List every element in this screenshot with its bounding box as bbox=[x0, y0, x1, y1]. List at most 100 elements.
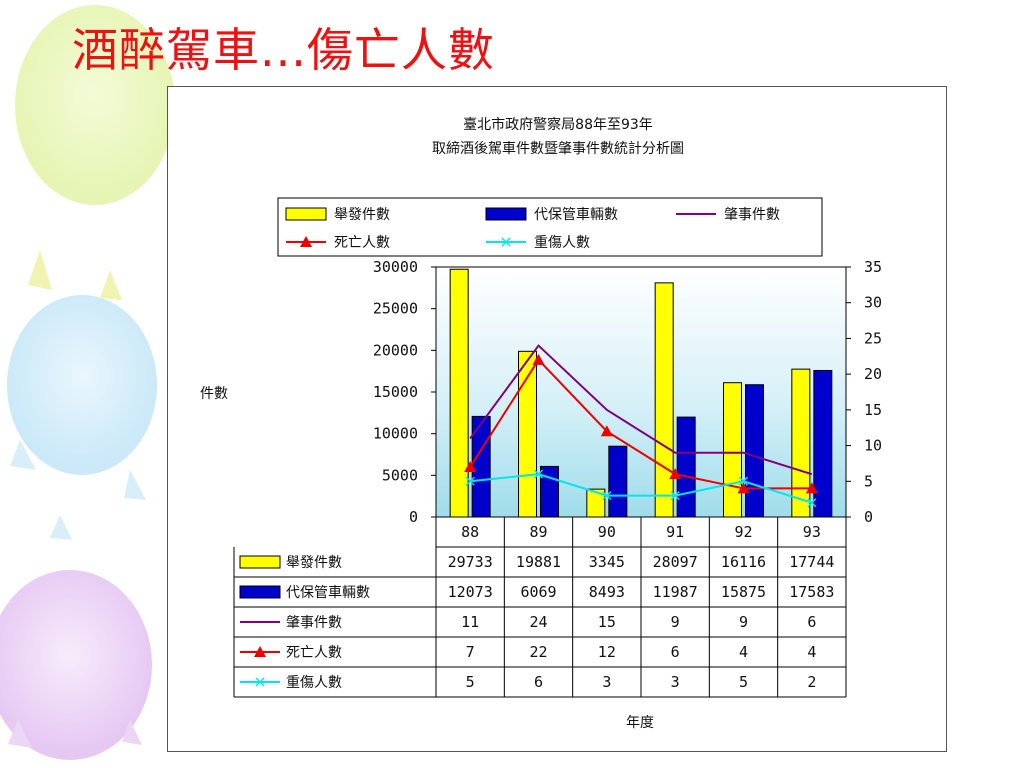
bar-0-3 bbox=[654, 282, 674, 518]
series-line-4 bbox=[470, 473, 813, 504]
legend-key-4-marker bbox=[501, 237, 511, 247]
table-cell-3-5: 4 bbox=[807, 643, 816, 661]
table-legend-key-0 bbox=[239, 555, 281, 569]
chart-title: 臺北市政府警察局88年至93年 bbox=[463, 116, 653, 133]
y-axis-label: 件數 bbox=[200, 386, 228, 402]
table-cell-0-3: 28097 bbox=[653, 553, 698, 571]
table-legend-key-4-marker-stroke-b bbox=[255, 677, 265, 687]
table-cell-4-0: 5 bbox=[466, 673, 475, 691]
point-4-4-stroke-b bbox=[739, 476, 748, 486]
series-line-2 bbox=[469, 344, 813, 476]
point-4-3 bbox=[670, 491, 680, 501]
plot-frame bbox=[435, 266, 847, 518]
table-legend-key-3-marker bbox=[254, 646, 266, 657]
table-cell-1-1: 6069 bbox=[520, 583, 556, 601]
table-cell-3-3: 6 bbox=[671, 643, 680, 661]
y2-tick-label-3: 15 bbox=[864, 401, 882, 419]
bar-0-5 bbox=[791, 368, 811, 518]
table-cell-1-3: 11987 bbox=[653, 583, 698, 601]
point-3-1 bbox=[532, 353, 545, 365]
point-4-0 bbox=[465, 476, 475, 486]
table-cell-0-0: 29733 bbox=[448, 553, 493, 571]
table-cell-2-0: 11 bbox=[461, 613, 479, 631]
bar-1-2 bbox=[608, 445, 628, 518]
point-4-5-stroke-b bbox=[807, 498, 817, 508]
point-4-2-stroke-b bbox=[602, 491, 612, 501]
table-cell-4-5: 2 bbox=[807, 673, 816, 691]
bar-0-0 bbox=[449, 268, 469, 518]
table-row-label-3: 死亡人數 bbox=[286, 645, 342, 661]
y-tick-label-2: 10000 bbox=[373, 425, 418, 443]
y-tick-label-5: 25000 bbox=[373, 300, 418, 318]
table-cell-2-5: 6 bbox=[807, 613, 816, 631]
table-cell-2-3: 9 bbox=[671, 613, 680, 631]
table-cell-3-2: 12 bbox=[598, 643, 616, 661]
point-3-4 bbox=[737, 482, 750, 494]
y-tick-label-6: 30000 bbox=[373, 258, 418, 276]
legend-key-1 bbox=[485, 207, 527, 221]
legend-label-1: 代保管車輛數 bbox=[534, 206, 618, 223]
table-cell-1-0: 12073 bbox=[448, 583, 493, 601]
bar-1-3 bbox=[676, 416, 696, 518]
legend-key-3-marker bbox=[300, 236, 312, 247]
bar-1-1 bbox=[540, 465, 559, 518]
point-4-2 bbox=[602, 491, 612, 501]
point-4-1 bbox=[534, 469, 543, 479]
y-tick-label-1: 5000 bbox=[382, 466, 418, 484]
y2-tick-label-0: 0 bbox=[864, 508, 873, 526]
y2-tick-label-5: 25 bbox=[864, 329, 882, 347]
slide-title: 酒醉駕車...傷亡人數 bbox=[72, 23, 495, 77]
x-tick-label-5: 93 bbox=[803, 523, 821, 541]
table-cell-0-2: 3345 bbox=[589, 553, 625, 571]
bar-1-5 bbox=[813, 369, 833, 518]
legend-label-3: 死亡人數 bbox=[334, 235, 390, 251]
y2-tick-label-6: 30 bbox=[864, 294, 882, 312]
x-tick-label-3: 91 bbox=[666, 523, 684, 541]
legend-label-0: 舉發件數 bbox=[334, 206, 390, 223]
table-cell-3-4: 4 bbox=[739, 643, 748, 661]
x-axis-label: 年度 bbox=[626, 715, 654, 731]
y2-tick-label-7: 35 bbox=[864, 258, 882, 276]
legend-label-4: 重傷人數 bbox=[534, 235, 590, 251]
table-cell-2-2: 15 bbox=[598, 613, 616, 631]
y2-tick-label-2: 10 bbox=[864, 437, 882, 455]
table-cell-0-5: 17744 bbox=[789, 553, 834, 571]
point-3-2 bbox=[600, 425, 613, 437]
table-cell-1-5: 17583 bbox=[789, 583, 834, 601]
legend-frame bbox=[277, 197, 823, 257]
table-cell-2-1: 24 bbox=[529, 613, 547, 631]
point-3-3 bbox=[669, 468, 682, 480]
table-row-label-0: 舉發件數 bbox=[286, 554, 342, 571]
x-tick-label-4: 92 bbox=[734, 523, 752, 541]
table-cell-3-1: 22 bbox=[529, 643, 547, 661]
table-cell-1-2: 8493 bbox=[589, 583, 625, 601]
x-tick-label-1: 89 bbox=[529, 523, 547, 541]
legend-label-2: 肇事件數 bbox=[724, 207, 780, 223]
table-row-label-2: 肇事件數 bbox=[286, 615, 342, 631]
legend-key-0 bbox=[285, 207, 327, 221]
point-4-5 bbox=[807, 498, 817, 508]
bar-1-4 bbox=[745, 384, 764, 518]
x-tick-label-2: 90 bbox=[598, 523, 616, 541]
balloon-purple-icon bbox=[0, 570, 152, 760]
table-row-label-4: 重傷人數 bbox=[286, 675, 342, 691]
table-cell-4-4: 5 bbox=[739, 673, 748, 691]
point-3-0 bbox=[464, 461, 477, 472]
point-4-4 bbox=[739, 476, 748, 486]
table-legend-key-4-marker bbox=[255, 677, 265, 687]
y2-tick-label-4: 20 bbox=[864, 365, 882, 383]
balloon-blue-icon bbox=[7, 295, 157, 540]
legend-key-4-marker-stroke-b bbox=[501, 237, 511, 247]
table-cell-4-1: 6 bbox=[534, 673, 543, 691]
table-cell-0-4: 16116 bbox=[721, 553, 766, 571]
y-tick-label-0: 0 bbox=[409, 508, 418, 526]
y2-tick-label-1: 5 bbox=[864, 472, 873, 490]
balloon-yellow-icon bbox=[15, 5, 175, 300]
chart-panel: 臺北市政府警察局88年至93年 取締酒後駕車件數暨肇事件數統計分析圖 舉發件數代… bbox=[167, 86, 947, 752]
point-4-3-stroke-b bbox=[670, 491, 680, 501]
point-3-5 bbox=[805, 482, 818, 494]
table-cell-3-0: 7 bbox=[466, 643, 475, 661]
table-cell-2-4: 9 bbox=[739, 613, 748, 631]
